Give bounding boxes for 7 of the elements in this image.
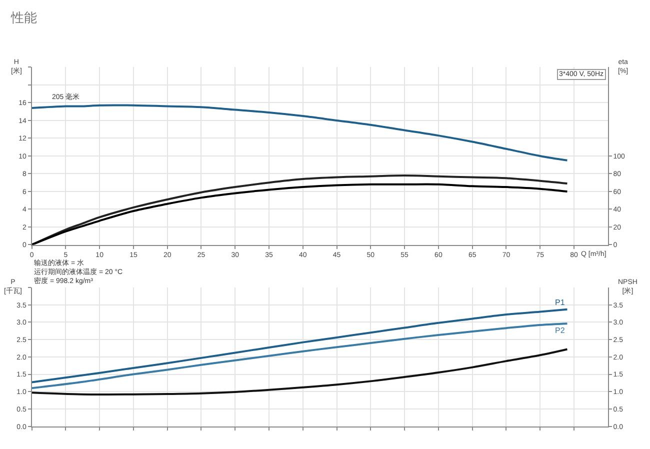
series-label: P1 [555,298,566,307]
line-series [32,104,568,162]
line-series [32,308,568,384]
series-label: P2 [555,326,566,335]
line-series [32,322,568,390]
chart-title: 性能 [10,10,37,25]
line-series [32,348,568,396]
